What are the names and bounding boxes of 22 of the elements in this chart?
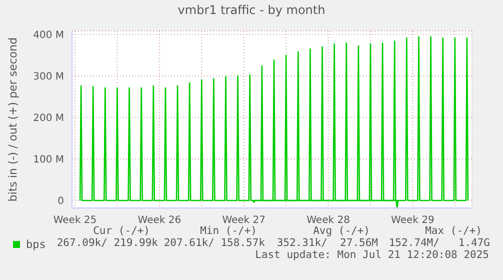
y-tick-label: 400 M — [33, 30, 64, 41]
legend-label: bps — [25, 238, 46, 251]
text: Max (-/+) — [424, 225, 482, 237]
y-tick-label: 300 M — [33, 71, 64, 82]
y-axis-title: bits in (-) / out (+) per second — [6, 36, 20, 202]
x-tick-label: Week 27 — [222, 215, 266, 226]
text: Min (-/+) — [199, 225, 257, 237]
text: 152.74M/ 1.47G — [388, 237, 490, 249]
y-tick-label: 100 M — [33, 154, 64, 166]
x-tick-label: Week 25 — [53, 215, 97, 226]
x-tick-label: Week 28 — [306, 215, 350, 226]
text: 352.31k/ 27.56M — [276, 237, 378, 249]
text: 267.09k/ 219.99k — [56, 237, 158, 249]
text: Cur (-/+) — [92, 225, 150, 237]
y-tick-label: 200 M — [33, 112, 64, 124]
x-tick-label: Week 29 — [391, 215, 434, 226]
text: Last update: Mon Jul 21 12:20:08 2025 — [255, 249, 489, 261]
chart-title: vmbr1 traffic - by month — [176, 3, 326, 17]
text: Avg (-/+) — [312, 225, 370, 237]
y-tick-label: 0 — [58, 196, 64, 208]
x-tick-label: Week 26 — [138, 215, 182, 226]
text: 207.61k/ 158.57k — [164, 237, 265, 249]
